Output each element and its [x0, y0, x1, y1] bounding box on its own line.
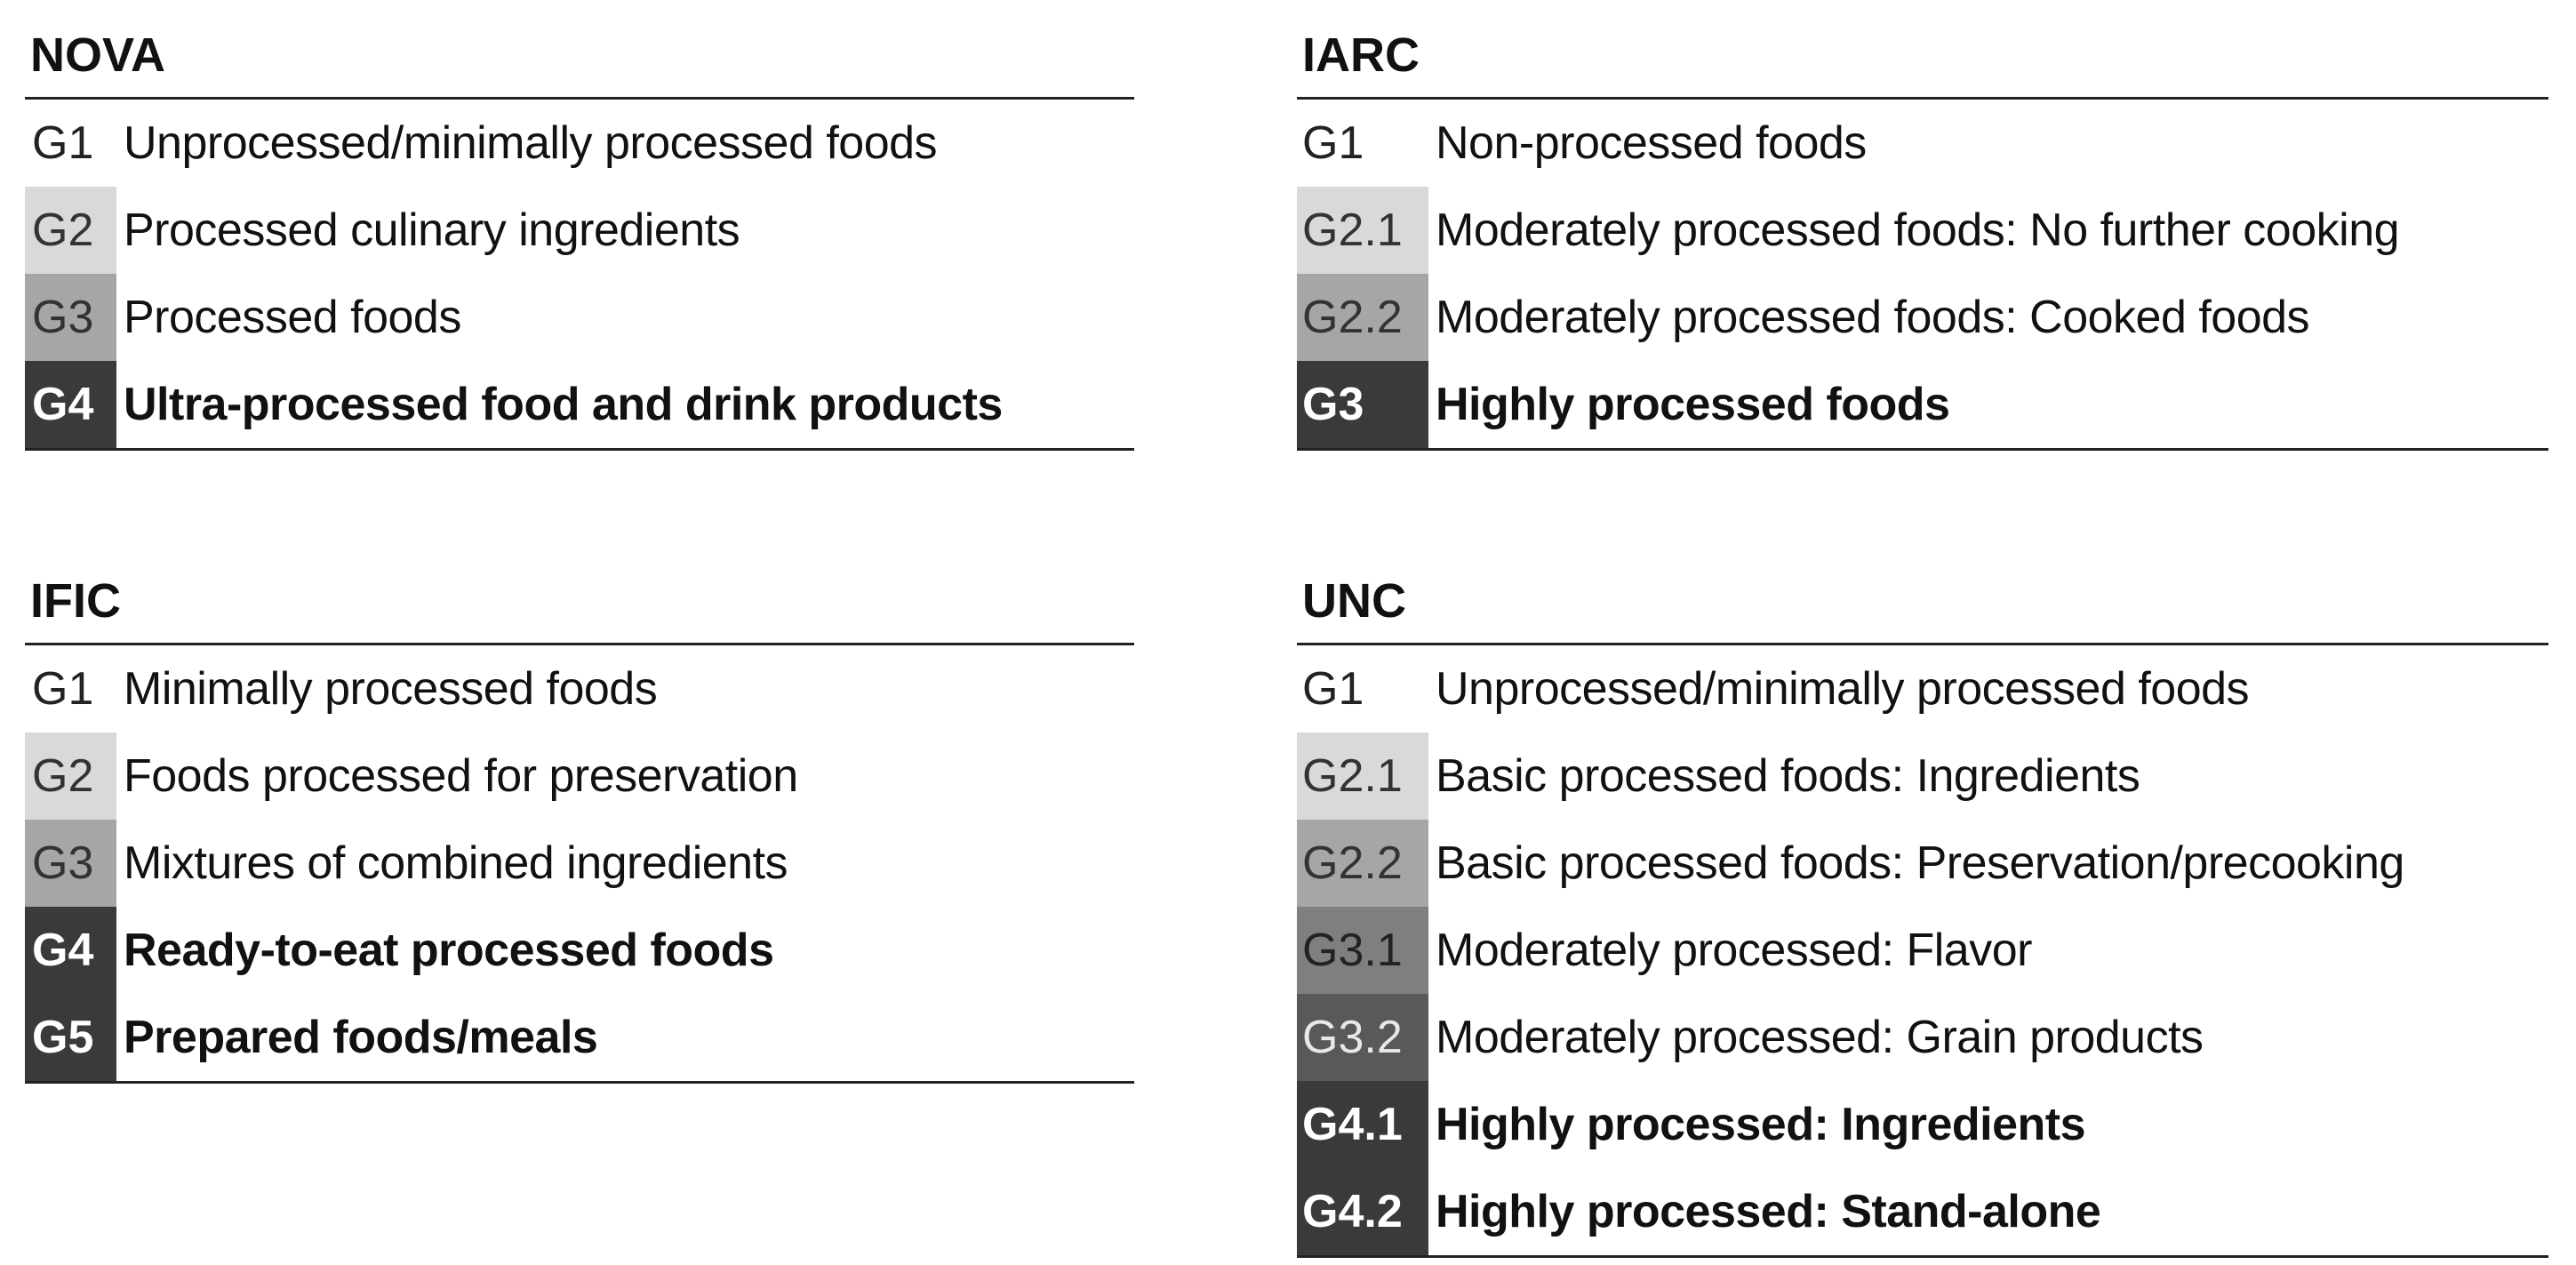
group-code: G2.2	[1297, 820, 1428, 907]
panel-title: IFIC	[25, 571, 1134, 645]
group-label: Moderately processed foods: No further c…	[1436, 204, 2400, 256]
group-code: G5	[25, 994, 116, 1081]
classification-row: G2 Foods processed for preservation	[25, 733, 1134, 820]
group-label: Ready-to-eat processed foods	[124, 925, 774, 976]
classification-row: G4.2 Highly processed: Stand-alone	[1297, 1168, 2548, 1255]
group-code: G3	[25, 820, 116, 907]
group-code: G2.2	[1297, 274, 1428, 361]
classification-row: G5 Prepared foods/meals	[25, 994, 1134, 1081]
group-label: Mixtures of combined ingredients	[124, 837, 788, 889]
group-label: Moderately processed foods: Cooked foods	[1436, 292, 2310, 343]
group-label: Ultra-processed food and drink products	[124, 379, 1003, 430]
group-code: G3	[1297, 361, 1428, 448]
classification-row: G4 Ready-to-eat processed foods	[25, 907, 1134, 994]
classification-row: G3.1 Moderately processed: Flavor	[1297, 907, 2548, 994]
classification-rows: G1 Unprocessed/minimally processed foods G…	[25, 100, 1134, 451]
group-code: G4	[25, 361, 116, 448]
unc-panel: UNC G1 Unprocessed/minimally processed fo…	[1297, 571, 2548, 1258]
group-label: Highly processed: Ingredients	[1436, 1099, 2086, 1150]
group-code: G4.2	[1297, 1168, 1428, 1255]
group-code: G4.1	[1297, 1081, 1428, 1168]
classification-row: G2.2 Moderately processed foods: Cooked f…	[1297, 274, 2548, 361]
group-label: Highly processed: Stand-alone	[1436, 1186, 2101, 1237]
panel-title: IARC	[1297, 25, 2548, 100]
group-label: Prepared foods/meals	[124, 1012, 598, 1063]
group-label: Moderately processed: Grain products	[1436, 1012, 2204, 1063]
classification-row: G1 Unprocessed/minimally processed foods	[1297, 645, 2548, 733]
group-code: G1	[25, 100, 116, 187]
group-label: Basic processed foods: Ingredients	[1436, 750, 2140, 802]
group-label: Basic processed foods: Preservation/prec…	[1436, 837, 2404, 889]
classification-rows: G1 Minimally processed foods G2 Foods proce…	[25, 645, 1134, 1084]
classification-row: G3.2 Moderately processed: Grain products	[1297, 994, 2548, 1081]
group-code: G2	[25, 187, 116, 274]
group-code: G3.2	[1297, 994, 1428, 1081]
classification-row: G4.1 Highly processed: Ingredients	[1297, 1081, 2548, 1168]
group-label: Foods processed for preservation	[124, 750, 798, 802]
panel-title: UNC	[1297, 571, 2548, 645]
nova-panel: NOVA G1 Unprocessed/minimally processed f…	[25, 25, 1134, 451]
group-label: Processed foods	[124, 292, 461, 343]
group-label: Unprocessed/minimally processed foods	[124, 117, 938, 169]
classification-row: G2.2 Basic processed foods: Preservation/…	[1297, 820, 2548, 907]
group-code: G1	[25, 645, 116, 733]
classification-row: G4 Ultra-processed food and drink product…	[25, 361, 1134, 448]
classification-row: G3 Mixtures of combined ingredients	[25, 820, 1134, 907]
classification-row: G2 Processed culinary ingredients	[25, 187, 1134, 274]
classification-rows: G1 Non-processed foods G2.1 Moderately proc…	[1297, 100, 2548, 451]
group-code: G2	[25, 733, 116, 820]
group-code: G1	[1297, 645, 1428, 733]
classification-row: G1 Minimally processed foods	[25, 645, 1134, 733]
ific-panel: IFIC G1 Minimally processed foods G2 Foods …	[25, 571, 1134, 1084]
group-label: Highly processed foods	[1436, 379, 1950, 430]
group-code: G3.1	[1297, 907, 1428, 994]
classification-row: G1 Unprocessed/minimally processed foods	[25, 100, 1134, 187]
classification-row: G2.1 Moderately processed foods: No furth…	[1297, 187, 2548, 274]
group-label: Unprocessed/minimally processed foods	[1436, 663, 2250, 715]
classification-row: G3 Highly processed foods	[1297, 361, 2548, 448]
group-label: Moderately processed: Flavor	[1436, 925, 2032, 976]
group-code: G4	[25, 907, 116, 994]
group-code: G3	[25, 274, 116, 361]
group-code: G1	[1297, 100, 1428, 187]
group-label: Minimally processed foods	[124, 663, 658, 715]
classification-row: G3 Processed foods	[25, 274, 1134, 361]
group-code: G2.1	[1297, 733, 1428, 820]
group-label: Non-processed foods	[1436, 117, 1867, 169]
iarc-panel: IARC G1 Non-processed foods G2.1 Moderately…	[1297, 25, 2548, 451]
panel-title: NOVA	[25, 25, 1134, 100]
classification-row: G2.1 Basic processed foods: Ingredients	[1297, 733, 2548, 820]
classification-row: G1 Non-processed foods	[1297, 100, 2548, 187]
classification-rows: G1 Unprocessed/minimally processed foods G…	[1297, 645, 2548, 1258]
group-code: G2.1	[1297, 187, 1428, 274]
group-label: Processed culinary ingredients	[124, 204, 740, 256]
